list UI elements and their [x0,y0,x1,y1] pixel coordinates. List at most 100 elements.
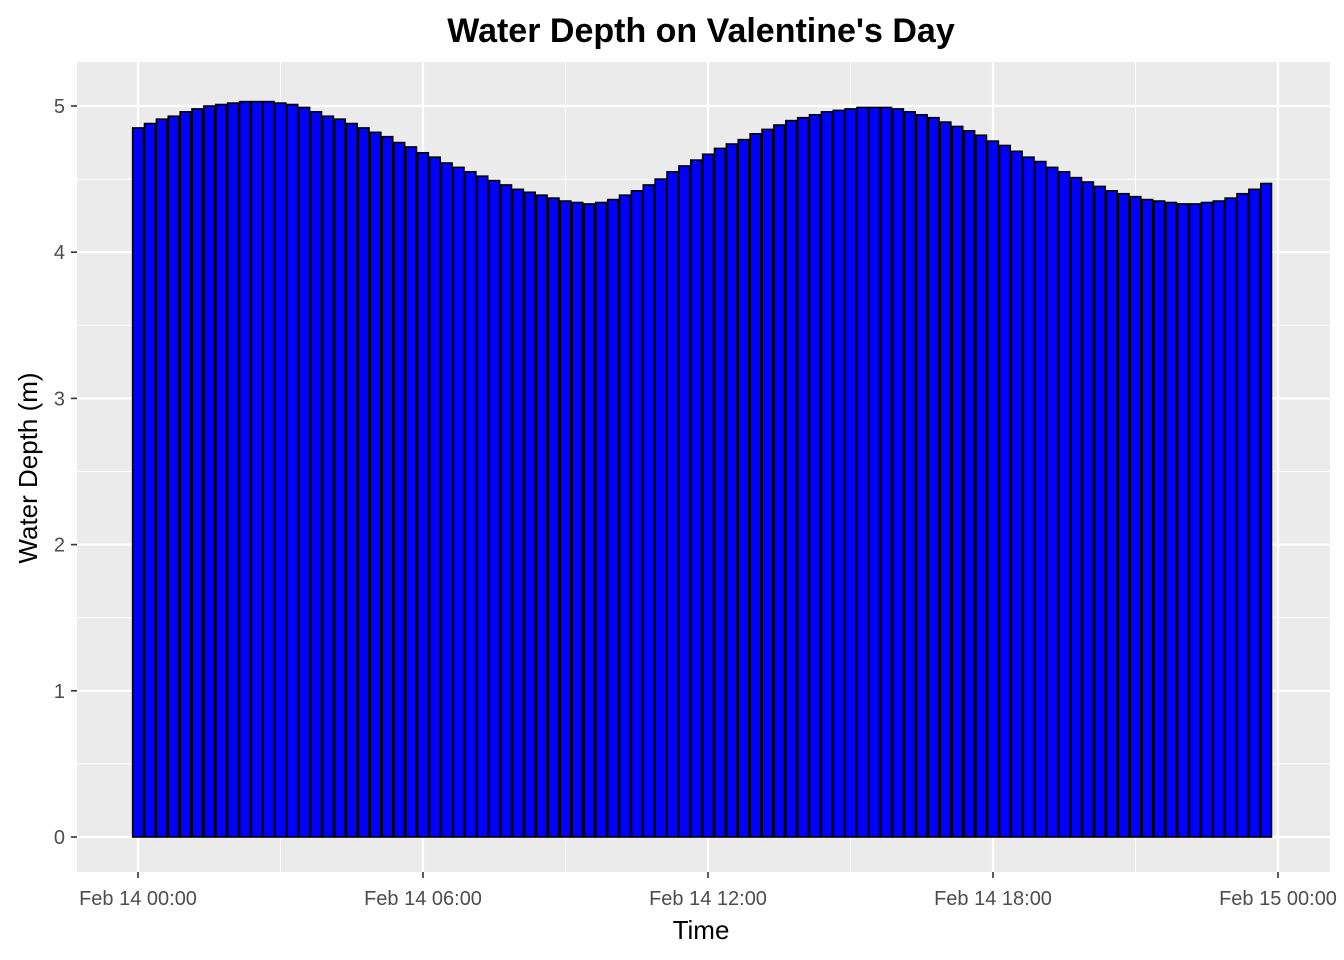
x-tick-label: Feb 14 06:00 [364,888,482,910]
bar [214,103,228,838]
bar [856,106,869,838]
bar [131,127,145,838]
bar [725,143,738,838]
y-axis: 0 1 2 3 4 5 [54,96,77,849]
bar [1105,190,1118,838]
bar [737,138,750,838]
bar [464,170,477,838]
bar [903,111,917,838]
bar [155,118,168,838]
bar [832,109,845,838]
bar [440,162,453,838]
bar [1176,203,1190,838]
bar [452,166,465,838]
bar [773,124,786,838]
bar [701,153,715,838]
bar [1022,156,1035,838]
bar [191,108,204,838]
bar [1236,192,1249,838]
bar [238,100,252,838]
bar [547,197,560,838]
chart-title: Water Depth on Valentine's Day [447,12,955,50]
bar [784,119,798,838]
bar [226,102,240,838]
bar [333,118,347,838]
bar [749,132,762,838]
bar [796,116,810,838]
bar [678,165,691,838]
bar [761,128,774,838]
bar [1081,181,1095,838]
bar [559,200,572,838]
bar [274,102,287,838]
bar [642,184,655,838]
bar [404,146,418,838]
bar [939,121,952,838]
bar [808,113,822,838]
bar [951,125,964,838]
bar [630,190,643,838]
y-tick-label: 5 [54,96,65,118]
bar [1117,192,1130,838]
bar [1188,203,1202,838]
bar [1129,195,1142,838]
bar [321,115,335,838]
bar [488,179,501,838]
bar [369,131,382,838]
bar [499,184,513,838]
y-tick-label: 3 [54,388,65,410]
bar [1153,200,1166,838]
x-tick-label: Feb 14 12:00 [649,888,767,910]
bar [1248,188,1261,838]
bar [179,111,192,838]
y-tick-label: 4 [54,242,65,264]
bar [618,194,632,838]
bar [1259,182,1273,838]
bar [1046,166,1059,838]
bar [203,105,216,838]
bar [986,140,1000,838]
bar [868,106,881,838]
bar [1069,176,1083,838]
bar [250,100,263,838]
bar [1224,197,1237,838]
bar [309,111,323,838]
bar [594,201,608,838]
bar [428,156,442,838]
y-tick-label: 2 [54,535,65,557]
bar [689,159,703,838]
bars [131,100,1273,838]
bar [416,151,430,838]
bar [606,198,620,838]
bar [286,103,299,838]
bar [963,130,976,838]
x-axis: Feb 14 00:00 Feb 14 06:00 Feb 14 12:00 Feb … [79,872,1337,910]
bar [974,134,988,838]
bar [1200,201,1213,838]
bar [511,188,525,838]
bar [879,106,893,838]
bar [915,113,928,838]
y-tick-label: 1 [54,681,65,703]
y-axis-title: Water Depth (m) [13,372,43,563]
bar [535,194,548,838]
bar [927,116,940,838]
x-tick-label: Feb 14 18:00 [934,888,1052,910]
bar [1141,198,1154,838]
bar [1010,150,1023,838]
bar [654,178,667,838]
bar [393,141,406,838]
bar [891,108,905,838]
bar [381,135,394,838]
bar [571,201,584,838]
bar [844,108,857,838]
bar [1034,160,1047,838]
bar [167,115,180,838]
bar [583,203,596,838]
bar [298,106,311,838]
bar [357,127,370,838]
x-axis-title: Time [673,915,730,945]
bar [345,122,358,838]
